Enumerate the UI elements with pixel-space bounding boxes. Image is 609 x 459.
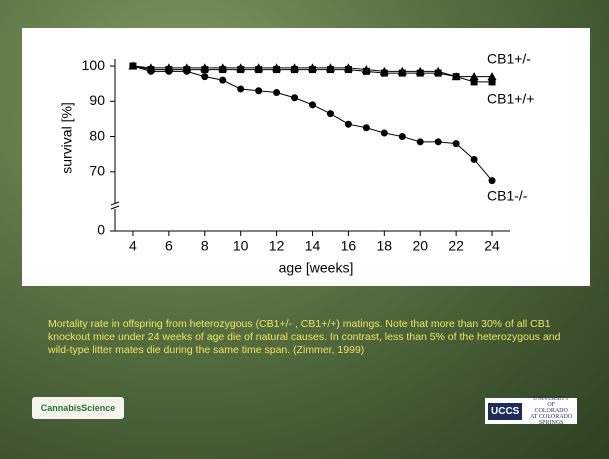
- marker: [345, 66, 352, 73]
- marker: [435, 70, 442, 77]
- marker: [255, 66, 262, 73]
- marker: [345, 121, 352, 128]
- marker: [399, 133, 406, 140]
- marker: [309, 101, 316, 108]
- marker: [219, 66, 226, 73]
- marker: [165, 68, 172, 75]
- marker: [381, 130, 388, 137]
- x-tick-label: 20: [412, 238, 428, 254]
- marker: [273, 89, 280, 96]
- x-tick-label: 22: [448, 238, 464, 254]
- series-label: CB1+/+: [487, 91, 534, 107]
- x-tick-label: 10: [233, 238, 249, 254]
- y-tick-label: 100: [82, 57, 106, 73]
- marker: [291, 94, 298, 101]
- x-tick-label: 12: [269, 238, 285, 254]
- y-tick-label: 80: [89, 127, 105, 143]
- marker: [399, 70, 406, 77]
- marker: [381, 70, 388, 77]
- logo-badge: UCCS: [488, 403, 522, 420]
- marker: [435, 138, 442, 145]
- marker: [129, 63, 136, 70]
- marker: [327, 110, 334, 117]
- caption: Mortality rate in offspring from heteroz…: [48, 318, 578, 357]
- marker: [363, 68, 370, 75]
- marker: [471, 78, 478, 85]
- marker: [183, 68, 190, 75]
- y-axis-label: survival [%]: [59, 102, 75, 174]
- x-tick-label: 14: [305, 238, 321, 254]
- logo-line: AT COLORADO SPRINGS: [530, 414, 572, 426]
- marker: [273, 66, 280, 73]
- series-label: CB1-/-: [487, 188, 528, 204]
- x-tick-label: 8: [201, 238, 209, 254]
- marker: [291, 66, 298, 73]
- marker: [201, 73, 208, 80]
- marker: [489, 78, 496, 85]
- marker: [453, 140, 460, 147]
- x-tick-label: 6: [165, 238, 173, 254]
- x-tick-label: 4: [129, 238, 137, 254]
- marker: [147, 68, 154, 75]
- marker: [471, 156, 478, 163]
- marker: [237, 85, 244, 92]
- x-tick-label: 16: [341, 238, 357, 254]
- x-tick-label: 18: [377, 238, 393, 254]
- y-tick-label: 90: [89, 92, 105, 108]
- y-tick-label: 70: [89, 163, 105, 179]
- marker: [489, 177, 496, 184]
- marker: [453, 73, 460, 80]
- marker: [417, 70, 424, 77]
- chart: age [weeks] survival [%] 0 70 80 90 100 4 6 8 10…: [0, 0, 609, 459]
- logo: CannabisScience: [32, 397, 124, 419]
- marker: [309, 66, 316, 73]
- marker: [237, 66, 244, 73]
- marker: [363, 124, 370, 131]
- series-label: CB1+/-: [487, 51, 531, 67]
- marker: [255, 87, 262, 94]
- marker: [219, 77, 226, 84]
- marker: [201, 66, 208, 73]
- page: age [weeks] survival [%] 0 70 80 90 100 4 6 8 10…: [0, 0, 609, 459]
- marker: [417, 138, 424, 145]
- x-axis-label: age [weeks]: [279, 260, 354, 276]
- y-tick-label: 0: [97, 222, 105, 238]
- x-tick-label: 24: [484, 238, 500, 254]
- marker: [327, 66, 334, 73]
